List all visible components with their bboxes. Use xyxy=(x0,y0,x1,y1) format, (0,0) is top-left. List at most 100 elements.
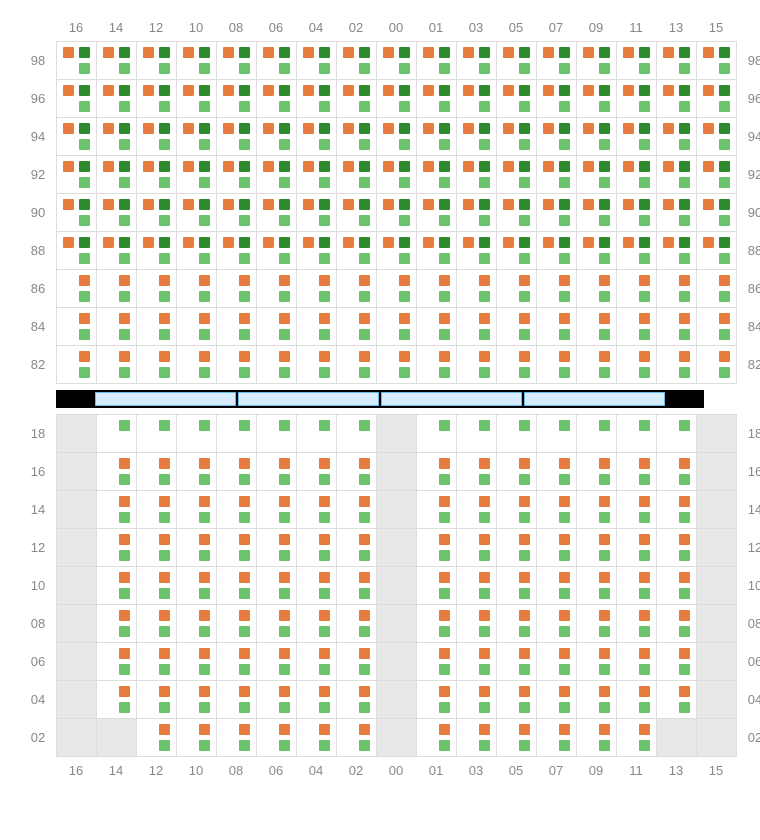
seat-cell[interactable] xyxy=(217,719,257,757)
seat-cell[interactable] xyxy=(617,453,657,491)
seat-cell[interactable] xyxy=(337,643,377,681)
seat-cell[interactable] xyxy=(497,232,537,270)
seat-cell[interactable] xyxy=(577,529,617,567)
seat-cell[interactable] xyxy=(457,643,497,681)
seat-cell[interactable] xyxy=(617,118,657,156)
seat-cell[interactable] xyxy=(457,346,497,384)
seat-cell[interactable] xyxy=(137,308,177,346)
seat-cell[interactable] xyxy=(377,529,417,567)
seat-cell[interactable] xyxy=(697,453,737,491)
seat-cell[interactable] xyxy=(697,491,737,529)
seat-cell[interactable] xyxy=(537,453,577,491)
seat-cell[interactable] xyxy=(537,270,577,308)
seat-cell[interactable] xyxy=(497,719,537,757)
seat-cell[interactable] xyxy=(257,453,297,491)
seat-cell[interactable] xyxy=(417,194,457,232)
seat-cell[interactable] xyxy=(377,42,417,80)
seat-cell[interactable] xyxy=(417,491,457,529)
seat-cell[interactable] xyxy=(617,270,657,308)
seat-cell[interactable] xyxy=(177,270,217,308)
seat-cell[interactable] xyxy=(577,643,617,681)
seat-cell[interactable] xyxy=(697,605,737,643)
seat-cell[interactable] xyxy=(57,270,97,308)
seat-cell[interactable] xyxy=(577,491,617,529)
seat-cell[interactable] xyxy=(217,80,257,118)
seat-cell[interactable] xyxy=(377,80,417,118)
seat-cell[interactable] xyxy=(577,605,617,643)
seat-cell[interactable] xyxy=(537,643,577,681)
seat-cell[interactable] xyxy=(337,415,377,453)
seat-cell[interactable] xyxy=(697,118,737,156)
seat-cell[interactable] xyxy=(217,605,257,643)
seat-cell[interactable] xyxy=(337,270,377,308)
seat-cell[interactable] xyxy=(257,491,297,529)
seat-cell[interactable] xyxy=(577,80,617,118)
seat-cell[interactable] xyxy=(577,270,617,308)
seat-cell[interactable] xyxy=(417,643,457,681)
seat-cell[interactable] xyxy=(177,681,217,719)
seat-cell[interactable] xyxy=(457,42,497,80)
seat-cell[interactable] xyxy=(377,681,417,719)
seat-cell[interactable] xyxy=(617,42,657,80)
seat-cell[interactable] xyxy=(177,42,217,80)
seat-cell[interactable] xyxy=(417,308,457,346)
seat-cell[interactable] xyxy=(137,194,177,232)
seat-cell[interactable] xyxy=(337,453,377,491)
seat-cell[interactable] xyxy=(457,681,497,719)
seat-cell[interactable] xyxy=(177,308,217,346)
seat-cell[interactable] xyxy=(217,681,257,719)
seat-cell[interactable] xyxy=(57,118,97,156)
seat-cell[interactable] xyxy=(417,415,457,453)
seat-cell[interactable] xyxy=(617,605,657,643)
seat-cell[interactable] xyxy=(217,42,257,80)
seat-cell[interactable] xyxy=(617,643,657,681)
seat-cell[interactable] xyxy=(97,415,137,453)
seat-cell[interactable] xyxy=(217,567,257,605)
seat-cell[interactable] xyxy=(577,232,617,270)
seat-cell[interactable] xyxy=(297,567,337,605)
seat-cell[interactable] xyxy=(697,681,737,719)
seat-cell[interactable] xyxy=(417,567,457,605)
seat-cell[interactable] xyxy=(217,453,257,491)
seat-cell[interactable] xyxy=(57,42,97,80)
seat-cell[interactable] xyxy=(697,719,737,757)
seat-cell[interactable] xyxy=(97,156,137,194)
seat-cell[interactable] xyxy=(57,80,97,118)
seat-cell[interactable] xyxy=(257,529,297,567)
seat-cell[interactable] xyxy=(97,80,137,118)
seat-cell[interactable] xyxy=(257,80,297,118)
seat-cell[interactable] xyxy=(657,605,697,643)
seat-cell[interactable] xyxy=(657,415,697,453)
seat-cell[interactable] xyxy=(217,529,257,567)
seat-cell[interactable] xyxy=(497,308,537,346)
seat-cell[interactable] xyxy=(697,308,737,346)
seat-cell[interactable] xyxy=(417,681,457,719)
seat-cell[interactable] xyxy=(537,194,577,232)
seat-cell[interactable] xyxy=(97,118,137,156)
seat-cell[interactable] xyxy=(257,681,297,719)
seat-cell[interactable] xyxy=(177,346,217,384)
seat-cell[interactable] xyxy=(657,643,697,681)
seat-cell[interactable] xyxy=(617,415,657,453)
seat-cell[interactable] xyxy=(297,529,337,567)
seat-cell[interactable] xyxy=(537,415,577,453)
seat-cell[interactable] xyxy=(217,308,257,346)
seat-cell[interactable] xyxy=(137,270,177,308)
seat-cell[interactable] xyxy=(537,605,577,643)
seat-cell[interactable] xyxy=(497,491,537,529)
seat-cell[interactable] xyxy=(497,194,537,232)
seat-cell[interactable] xyxy=(337,118,377,156)
seat-cell[interactable] xyxy=(337,605,377,643)
seat-cell[interactable] xyxy=(417,232,457,270)
seat-cell[interactable] xyxy=(377,270,417,308)
seat-cell[interactable] xyxy=(697,232,737,270)
seat-cell[interactable] xyxy=(577,308,617,346)
seat-cell[interactable] xyxy=(537,491,577,529)
seat-cell[interactable] xyxy=(537,42,577,80)
seat-cell[interactable] xyxy=(497,270,537,308)
seat-cell[interactable] xyxy=(57,415,97,453)
seat-cell[interactable] xyxy=(57,453,97,491)
seat-cell[interactable] xyxy=(577,194,617,232)
seat-cell[interactable] xyxy=(577,719,617,757)
seat-cell[interactable] xyxy=(337,719,377,757)
